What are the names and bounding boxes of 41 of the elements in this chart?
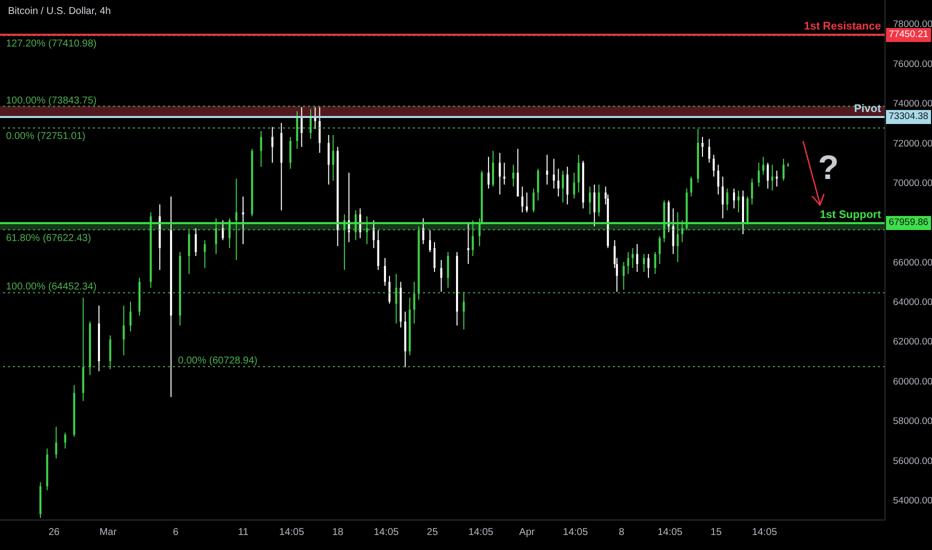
y-tick-label: 72000.00 (893, 138, 932, 150)
ref-line-label: 1st Support (820, 209, 882, 222)
y-tick-label: 58000.00 (893, 416, 932, 428)
x-tick-label: 14:05 (279, 527, 305, 538)
text: 77450.21 (886, 28, 931, 42)
x-tick-label: 14:05 (374, 527, 400, 538)
x-tick-label: 14:05 (657, 527, 683, 538)
y-tick-label: 76000.00 (893, 58, 932, 70)
y-tick-label: 64000.00 (893, 297, 932, 308)
x-tick-label: Apr (519, 527, 536, 538)
ref-line-label: 0.00% (72751.01) (6, 130, 86, 142)
x-tick-label: 15 (710, 527, 722, 538)
ref-line-label: 1st Resistance (804, 20, 881, 33)
y-tick-label: 54000.00 (893, 496, 932, 507)
y-tick-label: 70000.00 (893, 178, 932, 189)
x-tick-label: 8 (618, 527, 625, 538)
ref-line-label: 127.20% (77410.98) (6, 38, 97, 50)
ref-line-label: 100.00% (73843.75) (6, 95, 97, 106)
text: Bitcoin / U.S. Dollar, 4h (8, 6, 111, 17)
y-tick-label: 60000.00 (893, 376, 932, 388)
x-tick-label: 14:05 (562, 527, 588, 538)
x-tick-label: 26 (48, 527, 60, 538)
x-tick-label: 11 (238, 527, 249, 538)
y-tick-label: 78000.00 (893, 19, 932, 30)
text: 73304.38 (886, 110, 931, 124)
x-tick-label: 14:05 (468, 527, 494, 538)
y-tick-label: 56000.00 (893, 456, 932, 467)
annotation: ? (818, 148, 839, 188)
ref-line-label: 100.00% (64452.34) (6, 282, 97, 293)
x-tick-label: Mar (99, 527, 118, 538)
x-tick-label: 25 (426, 527, 438, 538)
ref-line-label: 0.00% (60728.94) (178, 356, 258, 367)
ref-line-label: Pivot (854, 103, 882, 116)
x-tick-label: 18 (332, 527, 344, 538)
y-tick-label: 62000.00 (893, 336, 932, 348)
ref-line-label: 61.80% (67622.43) (6, 232, 92, 244)
y-tick-label: 66000.00 (893, 257, 932, 268)
y-tick-label: 74000.00 (893, 98, 932, 110)
x-tick-label: 14:05 (752, 527, 778, 538)
x-tick-label: 6 (172, 527, 179, 538)
text: 67959.86 (886, 216, 931, 230)
